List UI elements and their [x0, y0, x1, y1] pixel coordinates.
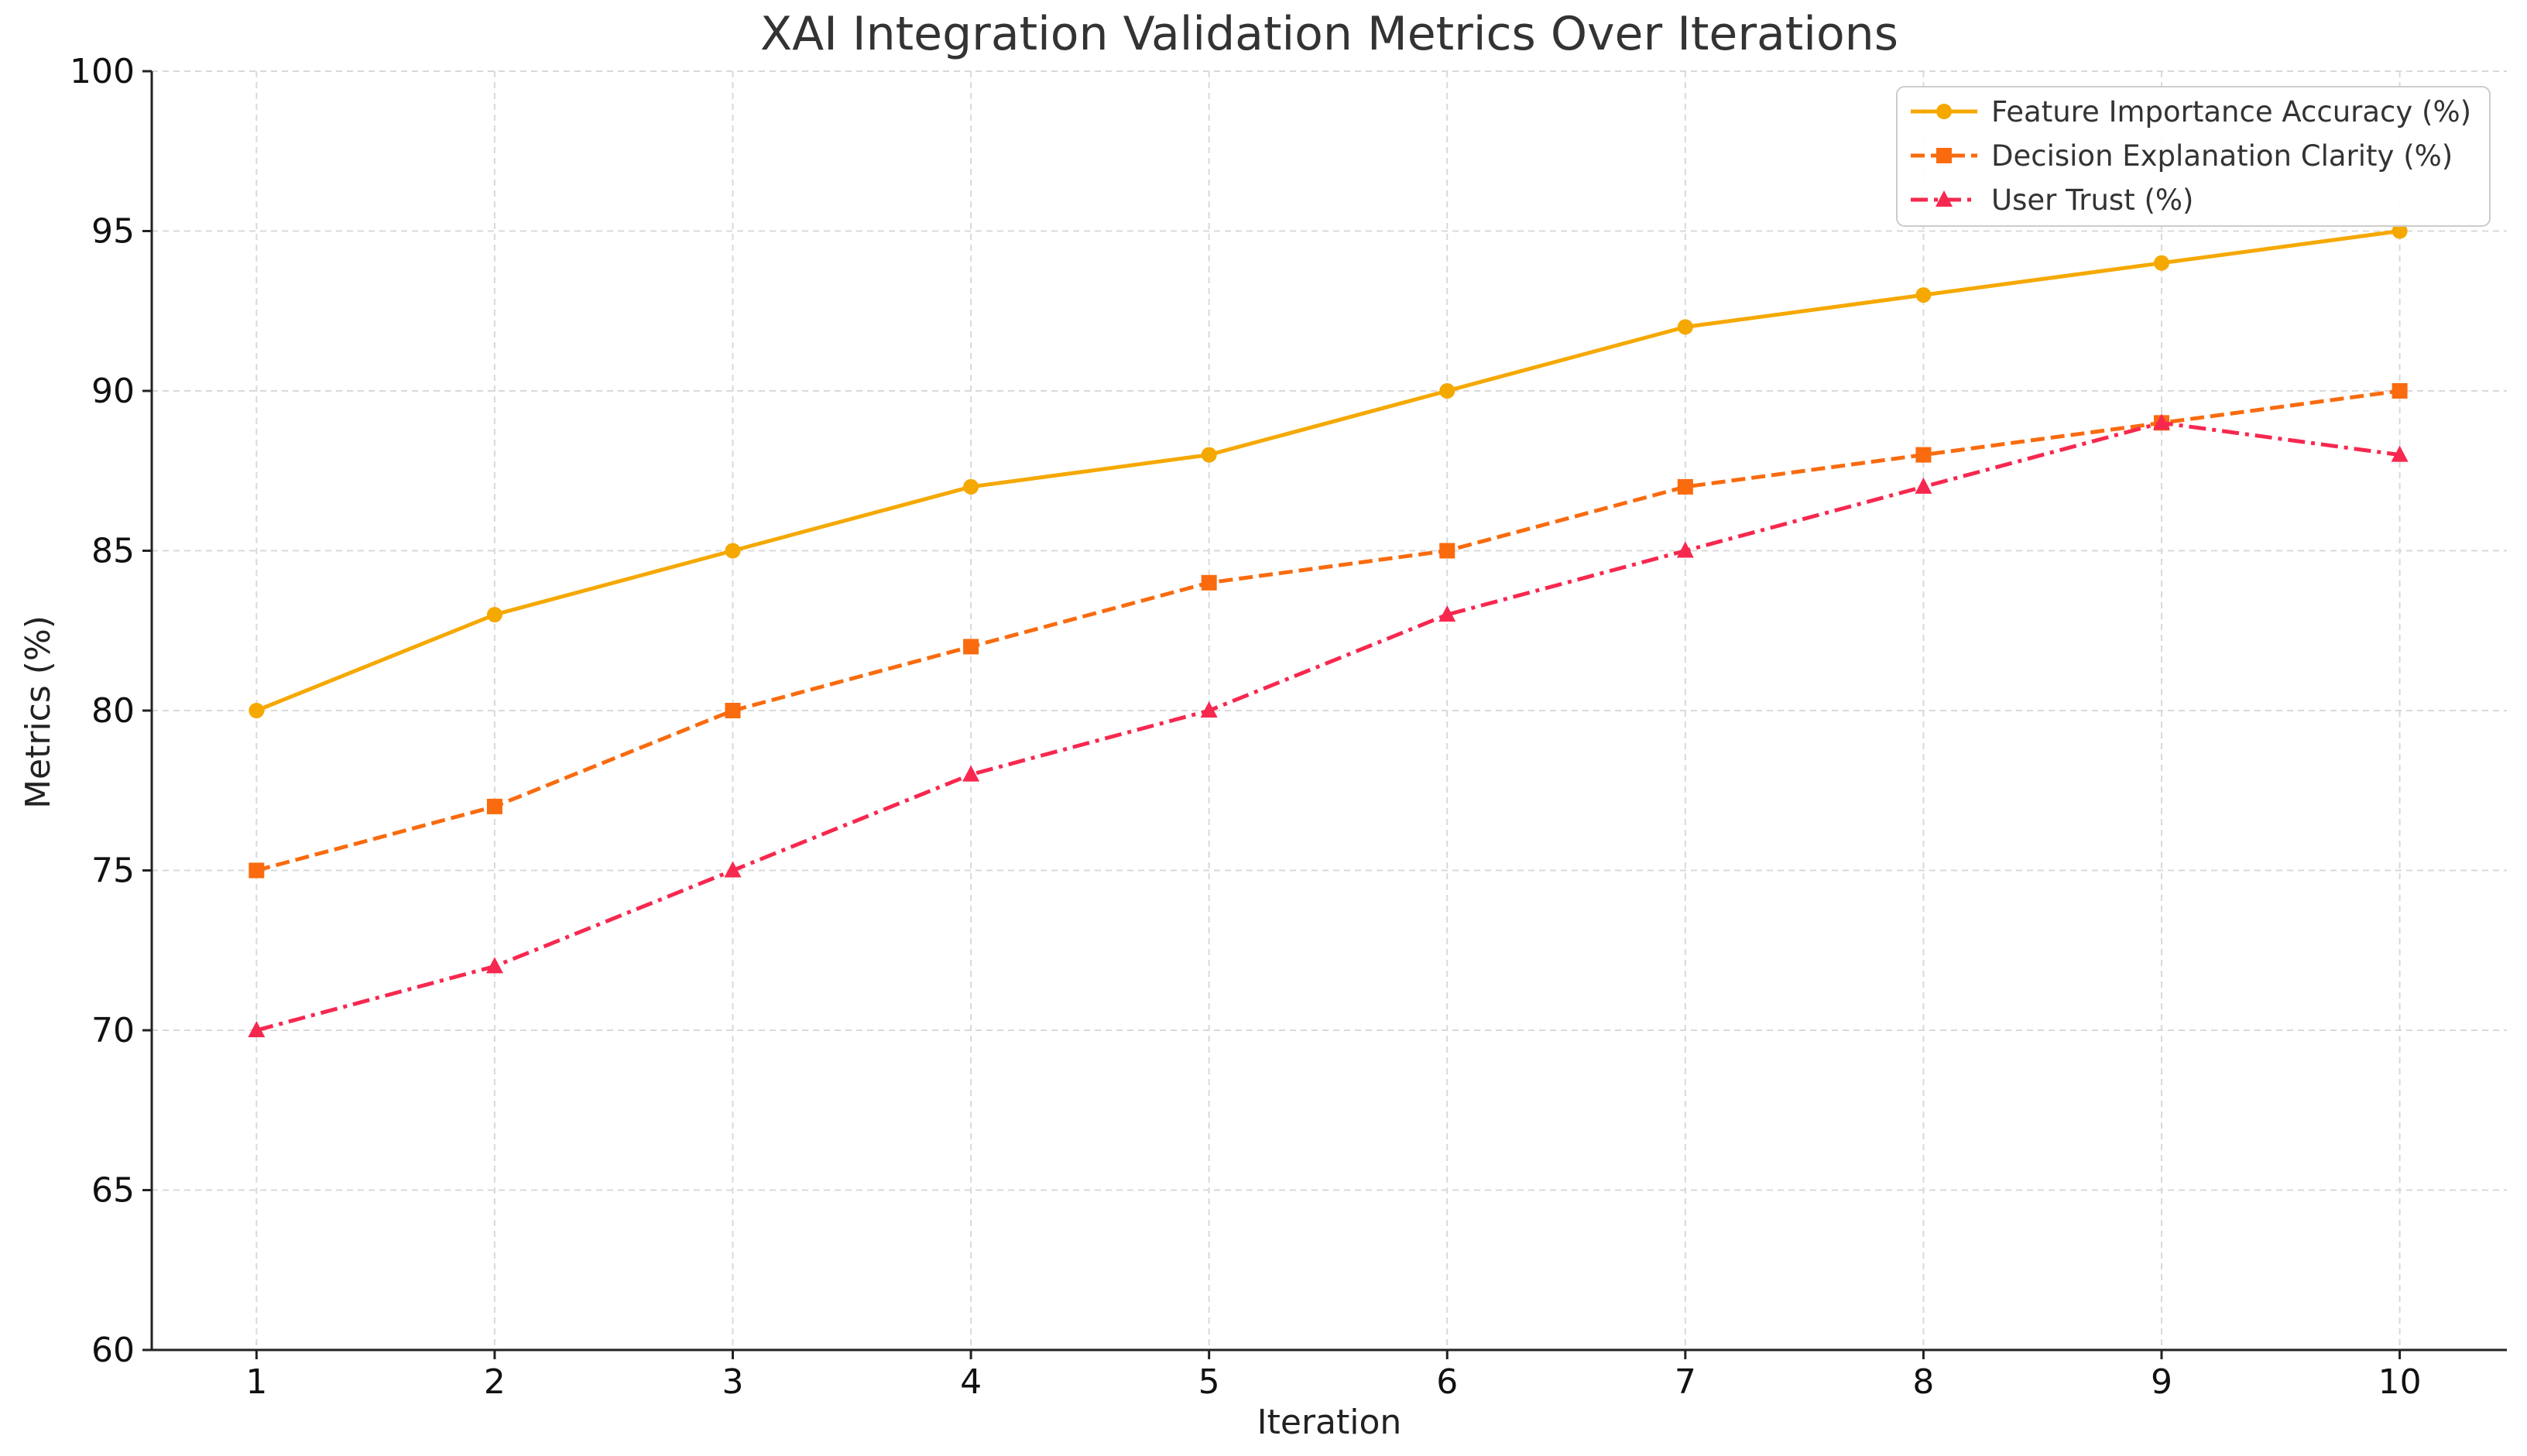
- legend: Feature Importance Accuracy (%) Decision …: [1896, 86, 2491, 227]
- x-tick-label: 2: [484, 1362, 506, 1402]
- x-tick-label: 9: [2151, 1362, 2172, 1402]
- data-point: [725, 703, 741, 718]
- y-tick-label: 65: [91, 1171, 135, 1211]
- chart-title: XAI Integration Validation Metrics Over …: [760, 7, 1898, 61]
- x-tick-label: 5: [1198, 1362, 1220, 1402]
- x-tick-label: 10: [2378, 1362, 2422, 1402]
- y-tick-label: 80: [91, 691, 135, 731]
- data-point: [486, 798, 502, 814]
- legend-item: User Trust (%): [1911, 183, 2194, 217]
- data-point: [1915, 447, 1932, 463]
- series-line: [255, 389, 2400, 872]
- y-tick-label: 60: [91, 1331, 135, 1370]
- data-point: [1915, 287, 1932, 303]
- data-point: [1915, 477, 1932, 494]
- x-tick-label: 4: [960, 1362, 982, 1402]
- legend-label: Decision Explanation Clarity (%): [1991, 139, 2453, 173]
- data-point: [248, 1021, 266, 1037]
- series-line: [255, 229, 2400, 713]
- data-point: [2154, 255, 2170, 271]
- series-group: [248, 223, 2409, 1037]
- data-point: [485, 957, 503, 974]
- x-axis-label: Iteration: [1257, 1403, 1402, 1442]
- legend-box: [1896, 86, 2491, 227]
- series-1: [249, 223, 2408, 718]
- y-tick-label: 85: [91, 532, 135, 571]
- x-tick-label: 1: [245, 1362, 267, 1402]
- data-point: [963, 478, 979, 495]
- data-point: [2392, 223, 2408, 239]
- data-point: [724, 861, 742, 878]
- data-point: [1676, 541, 1694, 558]
- x-tick-label: 3: [722, 1362, 744, 1402]
- legend-label: Feature Importance Accuracy (%): [1991, 95, 2471, 128]
- y-tick-label: 75: [91, 851, 135, 891]
- series-line: [255, 420, 2400, 1033]
- data-point: [1200, 701, 1218, 718]
- y-axis-label: Metrics (%): [19, 615, 58, 809]
- data-point: [1677, 319, 1693, 335]
- data-point: [2391, 445, 2409, 462]
- data-point: [1439, 383, 1456, 399]
- legend-label: User Trust (%): [1991, 183, 2194, 217]
- data-point: [1201, 447, 1217, 463]
- data-point: [249, 703, 265, 718]
- data-point: [725, 543, 741, 559]
- legend-marker: [1936, 104, 1952, 119]
- y-tick-label: 90: [91, 372, 135, 411]
- x-tick-label: 7: [1675, 1362, 1696, 1402]
- x-tick-label: 6: [1436, 1362, 1458, 1402]
- y-tick-label: 95: [91, 212, 135, 252]
- data-point: [486, 607, 502, 623]
- ticks: 1 2 3 4 5 6 7 8 9 10 60 65 70 75 80 85 90 95 100: [70, 52, 2422, 1402]
- legend-item: Decision Explanation Clarity (%): [1911, 139, 2453, 173]
- data-point: [1201, 574, 1217, 591]
- x-tick-label: 8: [1912, 1362, 1934, 1402]
- y-tick-label: 100: [70, 52, 135, 91]
- data-point: [1438, 605, 1456, 622]
- data-point: [962, 765, 980, 782]
- series-3: [248, 413, 2409, 1037]
- data-point: [1439, 543, 1456, 559]
- legend-item: Feature Importance Accuracy (%): [1911, 95, 2471, 128]
- legend-marker: [1936, 190, 1953, 207]
- data-point: [1677, 478, 1693, 495]
- data-point: [2153, 413, 2171, 430]
- data-point: [963, 639, 979, 655]
- y-tick-label: 70: [91, 1011, 135, 1050]
- data-point: [249, 862, 265, 879]
- legend-marker: [1936, 148, 1952, 163]
- data-point: [2392, 383, 2408, 399]
